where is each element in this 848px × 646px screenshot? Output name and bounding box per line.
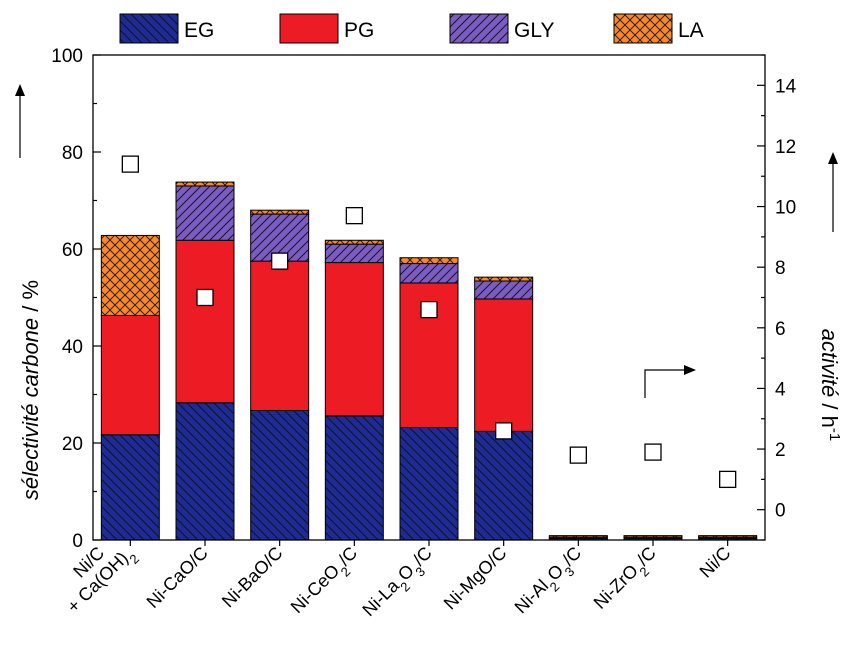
legend-swatch-eg bbox=[119, 13, 179, 44]
legend-label-eg: EG bbox=[184, 19, 214, 42]
bar-pg-1 bbox=[175, 239, 235, 404]
y-left-tick-label: 100 bbox=[51, 46, 83, 67]
y-right-axis-title: activité / h-1 bbox=[817, 329, 844, 441]
y-right-tick-label: 12 bbox=[775, 137, 796, 158]
bar-la-7 bbox=[623, 535, 683, 538]
bar-eg-0 bbox=[100, 434, 160, 541]
bar-la-8 bbox=[698, 535, 758, 538]
legend-label-gly: GLY bbox=[514, 19, 554, 42]
axes: 0 20 40 60 80 100 0 2 4 6 8 10 12 14 sélectivité carbo… bbox=[15, 46, 844, 552]
bar-eg-3 bbox=[324, 415, 384, 541]
category-label: Ni-CaO/C bbox=[143, 543, 212, 612]
bar-pg-2 bbox=[250, 260, 310, 412]
y-left-axis-title: sélectivité carbone / % bbox=[18, 280, 43, 500]
activity-markers bbox=[121, 155, 737, 489]
y-left-tick-label: 60 bbox=[62, 240, 83, 261]
right-axis-pointer-arrow bbox=[644, 369, 688, 398]
legend-label-la: LA bbox=[678, 19, 704, 42]
bar-eg-2 bbox=[250, 410, 310, 541]
bar-la-3 bbox=[324, 239, 384, 245]
bar-pg-3 bbox=[324, 262, 384, 417]
legend-swatch-pg bbox=[279, 13, 339, 44]
y-right-tick-label: 10 bbox=[775, 198, 796, 219]
activity-marker-8 bbox=[719, 470, 737, 489]
legend: EG PG GLY LA bbox=[119, 13, 704, 44]
category-label: Ni-MgO/C bbox=[440, 543, 511, 614]
bar-la-6 bbox=[548, 535, 608, 538]
legend-swatch-la bbox=[613, 13, 673, 44]
category-label: Ni-CeO2/C bbox=[287, 543, 366, 622]
y-left-tick-label: 20 bbox=[62, 434, 83, 455]
activity-marker-5 bbox=[495, 422, 513, 440]
activity-marker-1 bbox=[196, 288, 214, 307]
y-right-tick-label: 4 bbox=[775, 379, 786, 400]
activity-marker-7 bbox=[644, 443, 662, 461]
category-label: Ni-La2O3/C bbox=[358, 543, 440, 625]
bar-eg-5 bbox=[474, 430, 534, 541]
y-right-tick-label: 2 bbox=[775, 440, 786, 461]
bar-gly-4 bbox=[399, 263, 459, 284]
y-right-tick-label: 8 bbox=[775, 258, 786, 279]
bar-la-1 bbox=[175, 181, 235, 187]
bar-gly-3 bbox=[324, 243, 384, 264]
category-label: Ni-Al2O3/C bbox=[511, 543, 590, 622]
bar-eg-1 bbox=[175, 402, 235, 541]
legend-label-pg: PG bbox=[344, 19, 374, 42]
bar-pg-5 bbox=[474, 298, 534, 432]
activity-marker-0 bbox=[121, 155, 139, 173]
category-label: Ni-ZrO2/C bbox=[590, 543, 665, 618]
bars-layer bbox=[100, 181, 758, 541]
bar-la-0 bbox=[100, 234, 160, 316]
activity-marker-3 bbox=[345, 207, 363, 225]
bar-la-2 bbox=[250, 209, 310, 215]
y-left-tick-label: 0 bbox=[72, 531, 83, 552]
bar-la-4 bbox=[399, 257, 459, 265]
category-label: Ni-BaO/C bbox=[218, 543, 287, 612]
y-right-tick-label: 0 bbox=[775, 501, 786, 522]
legend-swatch-gly bbox=[449, 13, 509, 44]
category-labels: Ni/C+ Ca(OH)2 Ni-CaO/C Ni-BaO/C Ni-CeO2/CNi… bbox=[63, 543, 735, 625]
bar-gly-5 bbox=[474, 280, 534, 300]
bar-pg-0 bbox=[100, 314, 160, 436]
activity-marker-6 bbox=[569, 446, 587, 464]
y-right-tick-label: 6 bbox=[775, 319, 786, 340]
activity-marker-4 bbox=[420, 300, 438, 319]
activity-marker-2 bbox=[271, 252, 289, 270]
bar-eg-4 bbox=[399, 426, 459, 541]
y-right-tick-label: 14 bbox=[775, 76, 797, 97]
category-label: Ni/C bbox=[696, 543, 735, 582]
bar-la-5 bbox=[474, 276, 534, 282]
y-left-tick-label: 40 bbox=[62, 337, 83, 358]
y-left-tick-label: 80 bbox=[62, 143, 83, 164]
bar-gly-1 bbox=[175, 185, 235, 241]
